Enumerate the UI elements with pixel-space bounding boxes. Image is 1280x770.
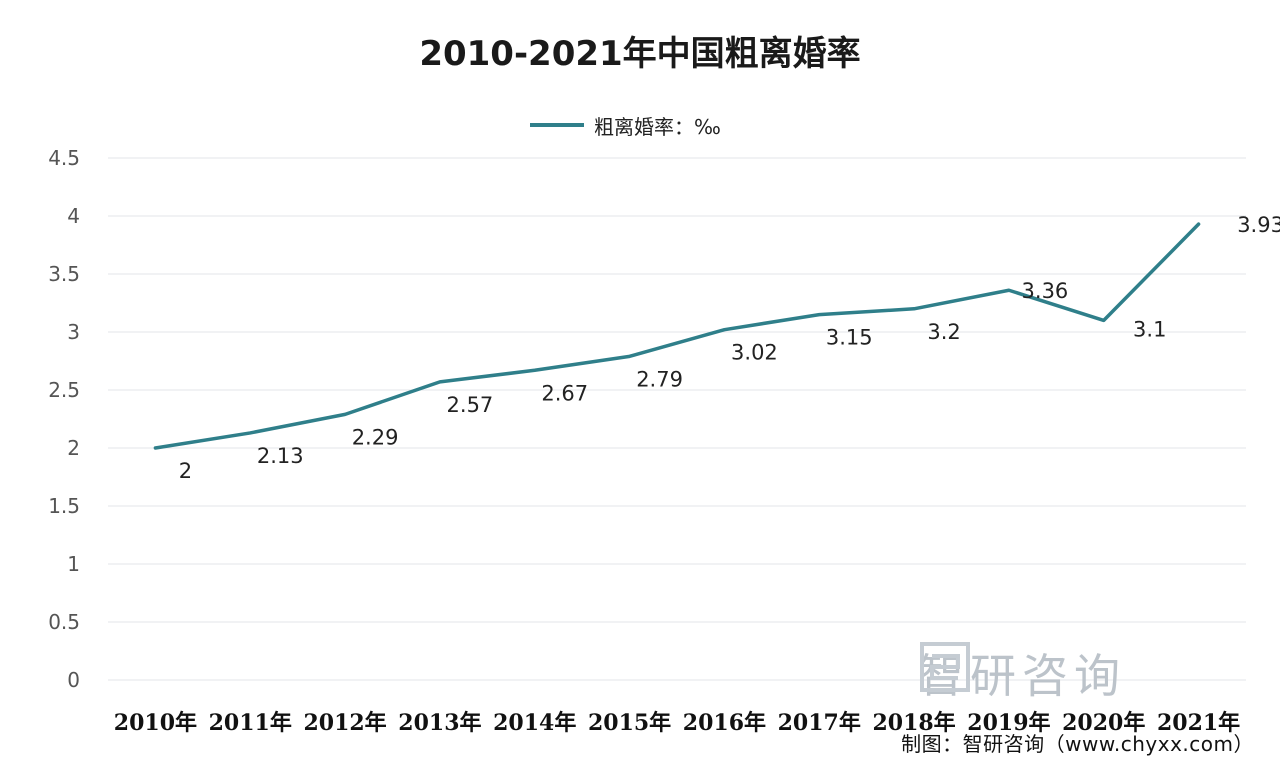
data-label: 2.57 — [447, 393, 494, 417]
data-label: 3.93 — [1237, 213, 1280, 237]
x-tick-label: 2015年 — [588, 710, 671, 736]
x-tick-label: 2017年 — [778, 710, 861, 736]
y-tick-label: 2.5 — [48, 378, 80, 402]
x-tick-label: 2011年 — [209, 710, 292, 736]
x-tick-label: 2010年 — [114, 710, 197, 736]
y-tick-label: 1 — [67, 552, 80, 576]
x-tick-label: 2016年 — [683, 710, 766, 736]
legend: 粗离婚率：‰ — [530, 110, 721, 140]
data-label: 2.29 — [352, 425, 399, 449]
source-credit: 制图：智研咨询（www.chyxx.com） — [901, 732, 1254, 756]
y-tick-label: 4.5 — [48, 146, 80, 170]
data-label: 2 — [179, 459, 192, 483]
y-tick-label: 0 — [67, 668, 80, 692]
data-label: 3.15 — [826, 326, 873, 350]
data-label: 3.02 — [731, 341, 778, 365]
data-label: 2.79 — [636, 367, 683, 391]
data-label: 3.36 — [1022, 279, 1069, 303]
x-tick-label: 2012年 — [303, 710, 386, 736]
x-tick-label: 2021年 — [1157, 710, 1240, 736]
x-tick-label: 2019年 — [967, 710, 1050, 736]
series-line — [153, 222, 1201, 450]
y-tick-label: 0.5 — [48, 610, 80, 634]
y-tick-label: 3 — [67, 320, 80, 344]
data-label: 2.13 — [257, 444, 304, 468]
data-label: 2.67 — [541, 381, 588, 405]
data-label: 3.1 — [1133, 317, 1166, 341]
y-tick-label: 1.5 — [48, 494, 80, 518]
data-label: 3.2 — [927, 320, 960, 344]
legend-line-swatch — [530, 123, 584, 127]
y-tick-label: 2 — [67, 436, 80, 460]
brand-logo-icon — [920, 642, 970, 692]
x-tick-label: 2018年 — [872, 710, 955, 736]
x-tick-label: 2013年 — [398, 710, 481, 736]
y-tick-label: 4 — [67, 204, 80, 228]
x-tick-label: 2014年 — [493, 710, 576, 736]
x-tick-label: 2020年 — [1062, 710, 1145, 736]
chart-title: 2010-2021年中国粗离婚率 — [419, 34, 861, 74]
watermark: 智研咨询 — [918, 640, 1126, 706]
legend-label: 粗离婚率：‰ — [594, 114, 721, 139]
y-tick-label: 3.5 — [48, 262, 80, 286]
